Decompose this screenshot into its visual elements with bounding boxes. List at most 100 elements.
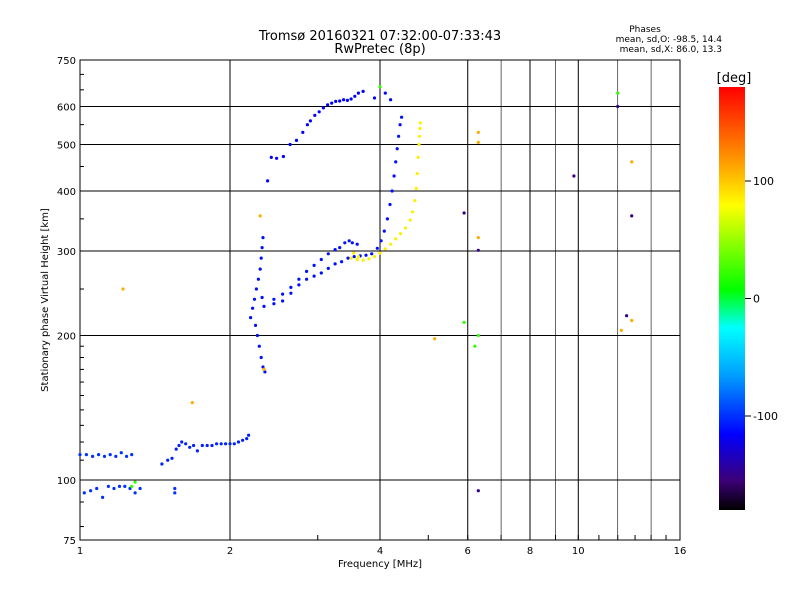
data-point: [121, 287, 125, 291]
data-point: [361, 258, 365, 262]
phases-o-stats: mean, sd,O: -98.5, 14.4: [616, 35, 723, 45]
data-point: [174, 447, 178, 451]
data-point: [255, 333, 259, 338]
data-point: [378, 251, 382, 255]
data-point: [414, 186, 418, 191]
data-point: [619, 328, 623, 332]
data-point: [476, 333, 480, 338]
data-point: [297, 283, 301, 287]
data-point: [349, 256, 353, 260]
data-point: [383, 247, 387, 251]
data-point: [313, 113, 317, 117]
colorbar-ticks: 100 0 -100: [745, 175, 778, 423]
y-tick-label: 100: [57, 476, 76, 487]
y-axis-label: Stationary phase Virtual Height [km]: [40, 208, 51, 392]
data-point: [394, 160, 398, 164]
data-point: [616, 91, 620, 95]
y-tick-label: 200: [57, 332, 76, 343]
data-point: [305, 123, 309, 127]
data-point: [254, 287, 258, 291]
data-point: [232, 442, 236, 446]
data-point: [476, 140, 480, 144]
data-point: [343, 241, 347, 245]
data-point: [123, 484, 127, 488]
data-point: [106, 484, 110, 488]
data-point: [95, 486, 99, 491]
data-point: [473, 344, 477, 348]
data-point: [78, 453, 82, 457]
data-point: [245, 437, 249, 441]
data-point: [205, 443, 209, 448]
data-point: [210, 443, 214, 448]
data-point: [462, 211, 466, 215]
data-point: [326, 252, 330, 256]
data-point: [252, 297, 257, 301]
data-point: [130, 453, 134, 457]
data-point: [236, 440, 241, 444]
data-point: [352, 255, 356, 259]
data-point: [630, 214, 634, 218]
data-point: [305, 269, 309, 273]
data-point: [305, 277, 309, 281]
data-point: [312, 263, 316, 267]
data-point: [321, 106, 325, 110]
data-point: [367, 257, 371, 261]
data-point: [177, 443, 181, 448]
data-point: [345, 98, 349, 102]
data-point: [272, 297, 276, 301]
data-point: [372, 255, 377, 259]
y-tick-label: 750: [57, 56, 76, 67]
data-point: [346, 256, 350, 260]
data-point: [333, 262, 337, 266]
data-point: [361, 89, 365, 93]
y-tick-label: 600: [57, 103, 76, 114]
data-point: [228, 442, 232, 446]
data-point: [256, 277, 260, 281]
data-point: [418, 121, 422, 125]
data-point: [476, 236, 480, 240]
data-point: [375, 246, 379, 250]
data-point: [97, 453, 101, 457]
data-point: [394, 237, 398, 241]
data-point: [326, 266, 330, 270]
phases-heading: Phases: [629, 25, 661, 35]
data-point: [263, 370, 267, 374]
data-point: [281, 154, 285, 159]
data-point: [334, 99, 338, 103]
x-axis-label: Frequency [MHz]: [338, 559, 422, 570]
data-point: [262, 367, 266, 371]
data-point: [403, 226, 408, 230]
data-point: [114, 454, 118, 458]
data-point: [378, 85, 382, 89]
data-point: [301, 130, 305, 134]
data-point: [173, 491, 177, 495]
data-point: [138, 486, 142, 491]
data-point: [125, 454, 129, 458]
data-point: [82, 491, 86, 495]
data-point: [308, 119, 312, 123]
data-point: [415, 172, 419, 176]
data-point: [258, 267, 262, 271]
chart-title: Tromsø 20160321 07:32:00-07:33:43: [258, 29, 501, 44]
y-tick-label: 400: [57, 187, 76, 198]
data-point: [416, 155, 420, 159]
data-point: [219, 442, 223, 446]
data-point: [411, 210, 415, 214]
data-point: [340, 260, 344, 264]
data-point: [390, 189, 394, 193]
data-point: [347, 239, 351, 243]
data-point: [476, 130, 480, 134]
plot-grid: [80, 60, 680, 540]
data-point: [350, 241, 354, 245]
data-point: [326, 103, 330, 107]
data-point: [190, 401, 194, 405]
data-point: [259, 355, 263, 360]
data-point: [319, 271, 323, 275]
data-point: [338, 99, 342, 103]
data-point: [433, 337, 437, 341]
data-point: [418, 126, 422, 131]
data-point: [388, 202, 392, 207]
x-tick-label: 1: [77, 546, 83, 557]
data-point: [253, 323, 258, 327]
